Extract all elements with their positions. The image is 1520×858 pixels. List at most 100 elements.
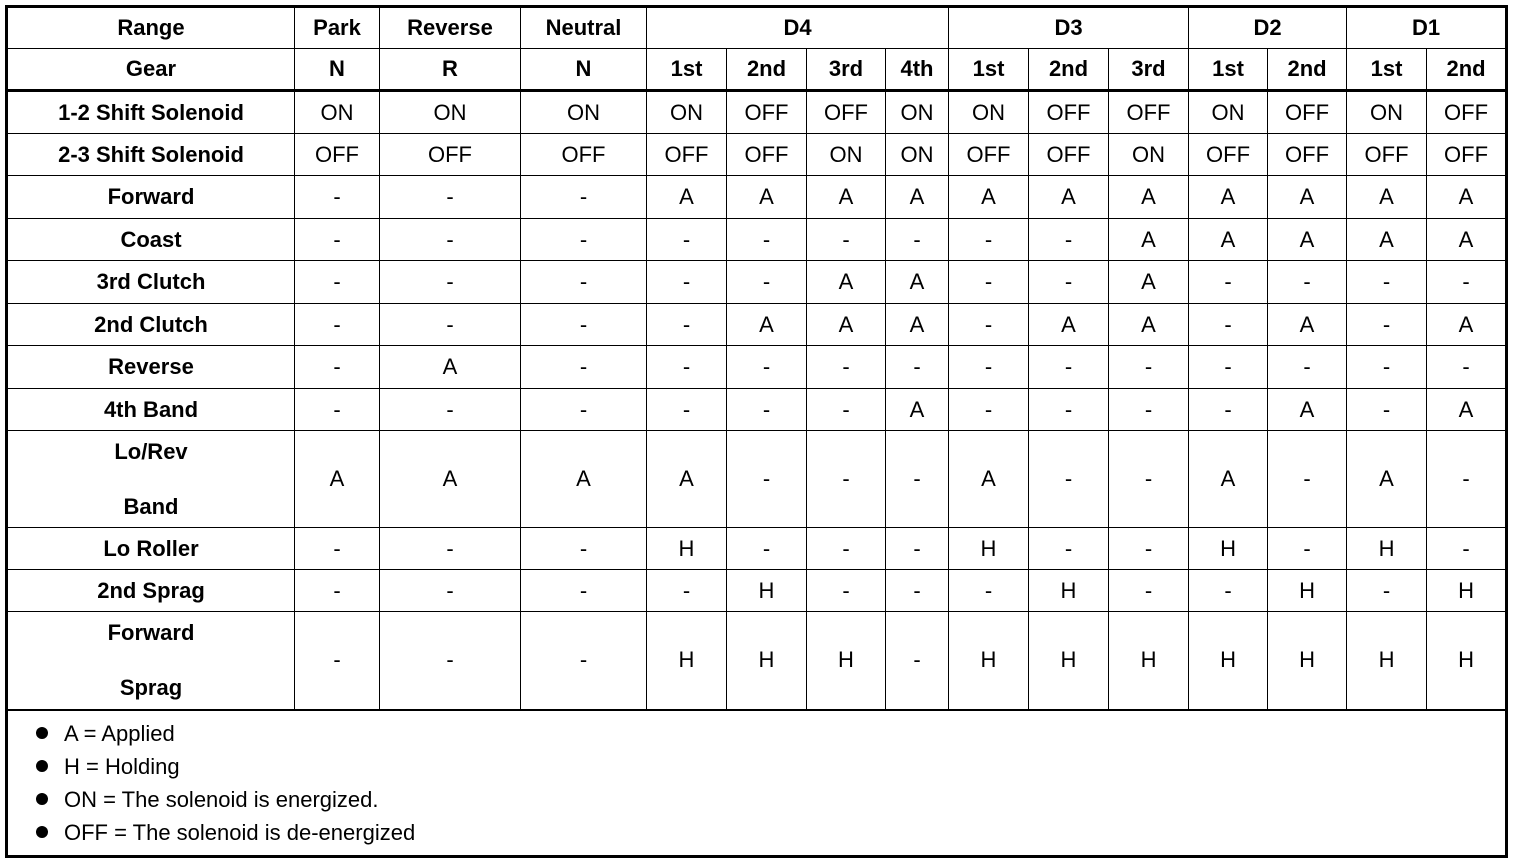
cell: - [1107, 388, 1190, 431]
row-label: Lo Roller [6, 527, 295, 570]
header-cell: 1st [1188, 48, 1269, 92]
cell: A [1107, 218, 1190, 261]
row-label: 2nd Clutch [6, 303, 295, 346]
header-cell: 3rd [806, 48, 886, 92]
cell: - [948, 303, 1029, 346]
cell: - [1267, 430, 1348, 528]
cell: A [520, 430, 647, 528]
cell: - [520, 345, 647, 389]
label-line: 2nd Clutch [94, 311, 208, 337]
cell: OFF [948, 133, 1029, 176]
notes-row: A = Applied H = Holding ON = The solenoid … [5, 708, 1508, 857]
cell: - [1107, 527, 1190, 570]
note: H = Holding [36, 750, 1505, 783]
cell: - [294, 175, 380, 219]
cell: H [1426, 569, 1508, 612]
cell: A [885, 175, 949, 219]
cell: - [646, 388, 727, 431]
cell: H [1188, 527, 1269, 570]
cell: - [948, 388, 1029, 431]
cell: - [948, 569, 1029, 612]
cell: OFF [1426, 90, 1508, 134]
cell: - [885, 611, 949, 710]
header-cell: 2nd [1426, 48, 1508, 92]
cell: A [1107, 175, 1190, 219]
cell: ON [806, 133, 886, 176]
cell: - [1028, 345, 1109, 389]
row-label: 1-2 Shift Solenoid [6, 90, 295, 134]
cell: ON [1188, 90, 1269, 134]
cell: - [294, 527, 380, 570]
cell: OFF [1426, 133, 1508, 176]
cell: - [806, 218, 886, 261]
cell: - [1188, 388, 1269, 431]
header-cell: Gear [6, 48, 295, 92]
cell: OFF [726, 90, 807, 134]
cell: - [1028, 430, 1109, 528]
note-text: H = Holding [64, 753, 180, 779]
data-row: 3rd Clutch - - - - - A A - - A - - - - [6, 260, 1508, 304]
header-cell: D2 [1188, 6, 1348, 49]
bullet [36, 826, 48, 838]
cell: A [1426, 303, 1508, 346]
cell: A [1267, 175, 1348, 219]
cell: A [1107, 260, 1190, 304]
cell: H [1346, 527, 1428, 570]
data-row: 2nd Sprag - - - - H - - - H - - H - H [6, 569, 1508, 612]
cell: A [1426, 218, 1508, 261]
cell: A [1188, 175, 1269, 219]
cell: - [1267, 260, 1348, 304]
cell: - [379, 218, 521, 261]
cell: A [1346, 175, 1428, 219]
cell: - [1188, 569, 1269, 612]
cell: - [294, 260, 380, 304]
cell: A [1267, 388, 1348, 431]
cell: - [379, 611, 521, 710]
shift-table: Range Park Reverse Neutral D4 D3 D2 D1 Gear N R N 1s… [5, 5, 1509, 858]
data-row: Forward - - - A A A A A A A A A A A [6, 175, 1508, 219]
cell: - [1346, 345, 1428, 389]
cell: - [1107, 430, 1190, 528]
cell: ON [379, 90, 521, 134]
cell: A [1028, 175, 1109, 219]
cell: - [1346, 569, 1428, 612]
cell: - [1346, 388, 1428, 431]
cell: - [726, 388, 807, 431]
cell: OFF [1346, 133, 1428, 176]
header-cell: Reverse [379, 6, 521, 49]
note: OFF = The solenoid is de-energized [36, 816, 1505, 849]
cell: A [379, 430, 521, 528]
header-row: Gear N R N 1st 2nd 3rd 4th 1st 2nd 3rd 1st 2nd 1st 2nd [6, 48, 1508, 92]
row-label: 3rd Clutch [6, 260, 295, 304]
cell: - [1107, 569, 1190, 612]
cell: - [1188, 260, 1269, 304]
label-line: Reverse [108, 354, 194, 379]
header-cell: D3 [947, 6, 1190, 49]
cell: H [948, 527, 1029, 570]
cell: A [726, 175, 807, 219]
cell: A [1107, 303, 1190, 346]
cell: A [948, 175, 1029, 219]
cell: H [1267, 611, 1348, 710]
table-wrap: Range Park Reverse Neutral D4 D3 D2 D1 Gear N R N 1s… [5, 5, 1509, 858]
cell: A [806, 260, 886, 304]
label-line: Lo Roller [103, 535, 199, 561]
cell: - [294, 303, 380, 346]
cell: - [520, 303, 647, 346]
cell: - [1346, 260, 1428, 304]
cell: - [806, 527, 886, 570]
cell: A [885, 303, 949, 346]
cell: - [379, 388, 521, 431]
cell: - [948, 260, 1029, 304]
cell: - [1188, 303, 1269, 346]
cell: ON [520, 90, 647, 134]
cell: - [885, 218, 949, 261]
note-text: A = Applied [64, 720, 175, 746]
header-cell: 2nd [726, 48, 807, 92]
row-label: 2nd Sprag [6, 569, 295, 612]
label-line: Forward [107, 619, 195, 645]
cell: - [520, 175, 647, 219]
cell: OFF [646, 133, 727, 176]
cell: - [646, 303, 727, 346]
cell: - [294, 569, 380, 612]
